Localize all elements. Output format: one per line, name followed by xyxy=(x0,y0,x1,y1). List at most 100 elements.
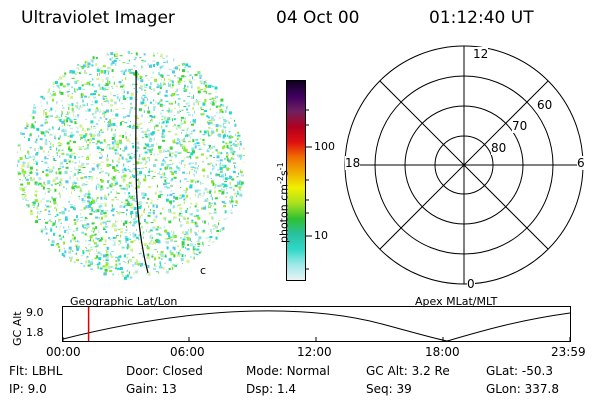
uv-pixel xyxy=(110,253,112,256)
uv-pixel xyxy=(44,119,47,121)
uv-pixel xyxy=(135,262,137,265)
uv-pixel xyxy=(34,201,36,204)
uv-pixel xyxy=(209,206,211,209)
uv-pixel xyxy=(94,233,97,236)
uv-pixel xyxy=(171,69,173,72)
uv-pixel xyxy=(180,161,182,165)
uv-pixel xyxy=(112,210,114,212)
uv-pixel xyxy=(170,87,174,89)
uv-pixel xyxy=(198,72,201,74)
uv-pixel xyxy=(62,165,64,168)
uv-pixel xyxy=(88,73,92,75)
uv-pixel xyxy=(92,113,95,115)
uv-pixel xyxy=(106,163,110,167)
uv-pixel xyxy=(22,161,25,164)
uv-pixel xyxy=(52,126,54,128)
uv-pixel xyxy=(67,209,70,212)
uv-pixel xyxy=(224,133,226,135)
uv-pixel xyxy=(81,84,84,87)
uv-pixel xyxy=(98,230,100,234)
uv-pixel xyxy=(198,101,201,103)
uv-pixel xyxy=(86,196,90,199)
uv-pixel xyxy=(148,231,150,233)
uv-pixel xyxy=(117,228,119,231)
uv-pixel xyxy=(133,239,137,241)
uv-pixel xyxy=(158,234,162,236)
uv-pixel xyxy=(170,189,172,192)
info-flt: Flt: LBHL xyxy=(9,364,62,378)
uv-pixel xyxy=(96,164,99,168)
uv-pixel xyxy=(138,142,140,145)
info-ip: IP: 9.0 xyxy=(9,382,47,396)
uv-pixel xyxy=(100,67,102,70)
uv-pixel xyxy=(157,129,160,131)
uv-pixel xyxy=(82,64,86,68)
uv-pixel xyxy=(59,155,61,158)
uv-pixel xyxy=(89,128,93,130)
uv-pixel xyxy=(168,220,171,221)
uv-pixel xyxy=(202,243,204,247)
uv-pixel xyxy=(93,86,95,88)
uv-pixel xyxy=(111,179,115,181)
uv-pixel xyxy=(212,164,214,167)
uv-pixel xyxy=(129,96,133,100)
uv-pixel xyxy=(89,238,91,242)
uv-pixel xyxy=(191,222,195,224)
uv-pixel xyxy=(76,88,78,91)
uv-pixel xyxy=(50,227,53,229)
uv-pixel xyxy=(119,83,121,85)
orbit-plot xyxy=(62,306,571,342)
uv-pixel xyxy=(189,155,192,158)
uv-pixel xyxy=(177,138,179,141)
uv-pixel xyxy=(98,257,102,261)
uv-pixel xyxy=(185,233,189,236)
uv-pixel xyxy=(221,201,225,203)
uv-pixel xyxy=(118,262,121,265)
uv-pixel xyxy=(74,81,78,85)
uv-pixel xyxy=(186,131,188,135)
uv-pixel xyxy=(24,136,25,138)
uv-pixel xyxy=(77,127,79,130)
uv-pixel xyxy=(58,234,61,237)
uv-pixel xyxy=(43,109,45,113)
uv-pixel xyxy=(74,162,77,164)
uv-pixel xyxy=(59,226,62,228)
uv-pixel xyxy=(125,199,129,202)
uv-pixel xyxy=(186,208,188,210)
uv-pixel xyxy=(116,94,119,96)
uv-pixel xyxy=(141,158,143,160)
uv-pixel xyxy=(120,96,121,98)
uv-pixel xyxy=(226,155,229,158)
uv-pixel xyxy=(96,67,99,70)
uv-pixel xyxy=(151,116,155,119)
uv-pixel xyxy=(185,231,188,232)
uv-pixel xyxy=(35,172,37,173)
uv-pixel xyxy=(158,253,161,255)
uv-pixel xyxy=(44,156,47,160)
uv-pixel xyxy=(202,195,205,197)
uv-pixel xyxy=(117,211,121,215)
uv-pixel xyxy=(98,205,101,209)
uv-pixel xyxy=(103,72,106,74)
uv-pixel xyxy=(160,262,162,266)
uv-pixel xyxy=(86,81,90,85)
uv-pixel xyxy=(129,157,133,160)
uv-pixel xyxy=(110,209,113,212)
uv-pixel xyxy=(109,81,111,84)
uv-pixel xyxy=(113,60,117,62)
uv-pixel xyxy=(143,163,146,165)
uv-pixel xyxy=(210,194,212,198)
uv-pixel xyxy=(223,134,226,137)
uv-pixel xyxy=(51,196,54,199)
uv-pixel xyxy=(194,121,196,124)
uv-pixel xyxy=(53,201,57,204)
uv-pixel xyxy=(74,173,76,176)
uv-pixel xyxy=(205,237,208,239)
uv-pixel xyxy=(35,183,37,187)
uv-pixel xyxy=(133,88,135,89)
uv-pixel xyxy=(103,100,106,102)
uv-pixel xyxy=(88,208,92,210)
uv-pixel xyxy=(143,83,145,87)
uv-pixel xyxy=(55,171,57,175)
uv-pixel xyxy=(144,175,146,178)
